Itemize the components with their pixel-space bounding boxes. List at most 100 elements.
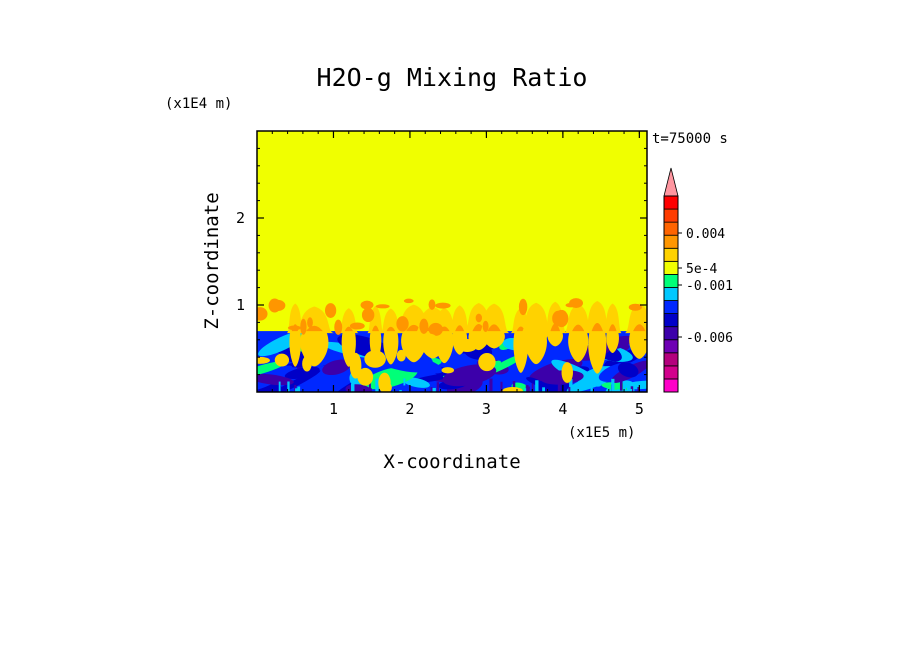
colorbar-tick-label: 0.004 (686, 227, 725, 242)
field-blob (375, 304, 390, 309)
x-tick-label: 4 (558, 400, 567, 418)
field-blob (561, 362, 573, 383)
field-blob (403, 298, 414, 304)
plume (380, 308, 402, 334)
field-streak (375, 378, 379, 392)
field-blob (478, 352, 496, 372)
field-blob (482, 320, 489, 332)
y-tick-label: 1 (236, 296, 245, 314)
colorbar-level (663, 260, 679, 275)
field-blob (617, 362, 639, 378)
field-streak (403, 378, 406, 386)
chart-title: H2O-g Mixing Ratio (317, 63, 588, 92)
field-blob (361, 307, 375, 323)
plume-root (568, 331, 589, 363)
plume-core (486, 324, 502, 334)
field-streak (527, 386, 530, 392)
field-streak (542, 387, 545, 392)
colorbar: 0.004 5e-4 -0.001 -0.006 (663, 167, 733, 393)
field-streak (611, 378, 615, 392)
colorbar-level (663, 287, 679, 301)
field-blob (364, 350, 386, 368)
field-streak (287, 381, 290, 392)
field-streak (489, 378, 493, 392)
field-streak (632, 383, 635, 392)
field-blob (456, 338, 478, 353)
field-blob (428, 299, 436, 310)
time-label: t=75000 s (652, 131, 728, 147)
field-streak (512, 381, 516, 392)
field-blob (441, 339, 450, 354)
plume-root (606, 331, 619, 353)
plume (287, 303, 304, 334)
plume (603, 303, 622, 334)
y-axis: 12 (236, 147, 647, 376)
field-streak (525, 385, 529, 392)
colorbar-level (663, 300, 679, 314)
field-blob (396, 316, 409, 332)
field-blob (418, 333, 439, 347)
colorbar-level (663, 339, 679, 354)
plume-core (632, 324, 647, 334)
field-streak (278, 381, 281, 392)
field-streak (622, 382, 627, 392)
colorbar-level (663, 378, 679, 393)
x-tick-label: 5 (635, 400, 644, 418)
field-blob (518, 298, 528, 316)
mixing-ratio-field (257, 298, 647, 392)
field-blob (274, 353, 290, 367)
colorbar-tick-label: 5e-4 (686, 262, 717, 277)
plume (564, 304, 593, 334)
field-streak (432, 387, 436, 392)
colorbar-level (663, 221, 679, 236)
x-axis-label: X-coordinate (383, 451, 520, 473)
field-streak (616, 389, 620, 392)
colorbar-level (663, 365, 679, 380)
y-scale-label: (x1E4 m) (165, 96, 232, 112)
plume-root (289, 331, 302, 367)
field-streak (535, 380, 539, 392)
field-streak (626, 384, 630, 392)
field-streak (369, 388, 372, 392)
colorbar-level (663, 247, 679, 262)
field-blob (349, 322, 365, 330)
field-blob (257, 373, 294, 386)
field-blob (257, 356, 270, 364)
field-blob (322, 359, 351, 376)
field-blob (569, 298, 584, 308)
plume-root (629, 331, 647, 359)
colorbar-extend-arrow (663, 167, 679, 197)
field-streak (436, 382, 439, 392)
field-blob (324, 303, 337, 318)
field-streak (619, 378, 623, 391)
x-tick-label: 2 (405, 400, 414, 418)
field-streak (629, 389, 633, 392)
x-tick-label: 1 (329, 400, 338, 418)
colorbar-level (663, 208, 679, 223)
x-tick-label: 3 (482, 400, 491, 418)
field-streak (524, 388, 527, 392)
plume (584, 300, 610, 334)
field-blob (307, 317, 313, 328)
field-blob (300, 354, 345, 370)
field-blob (257, 307, 268, 321)
field-streak (368, 379, 371, 391)
field-streak (531, 383, 534, 392)
field-blob (502, 387, 523, 392)
plume-root (588, 331, 607, 374)
field-blob (284, 366, 320, 379)
field-streak (461, 387, 465, 392)
field-streak (350, 383, 355, 392)
plume-root (483, 331, 505, 349)
field-streak (295, 388, 299, 392)
plume-root (513, 331, 529, 373)
field-blob (378, 372, 391, 392)
field-blob (628, 303, 642, 311)
plot-frame (256, 130, 648, 393)
field-blob (287, 325, 301, 331)
field-blob (349, 352, 362, 379)
field-blob (527, 320, 549, 343)
field-blob (554, 309, 569, 328)
x-scale-label: (x1E5 m) (568, 425, 635, 441)
